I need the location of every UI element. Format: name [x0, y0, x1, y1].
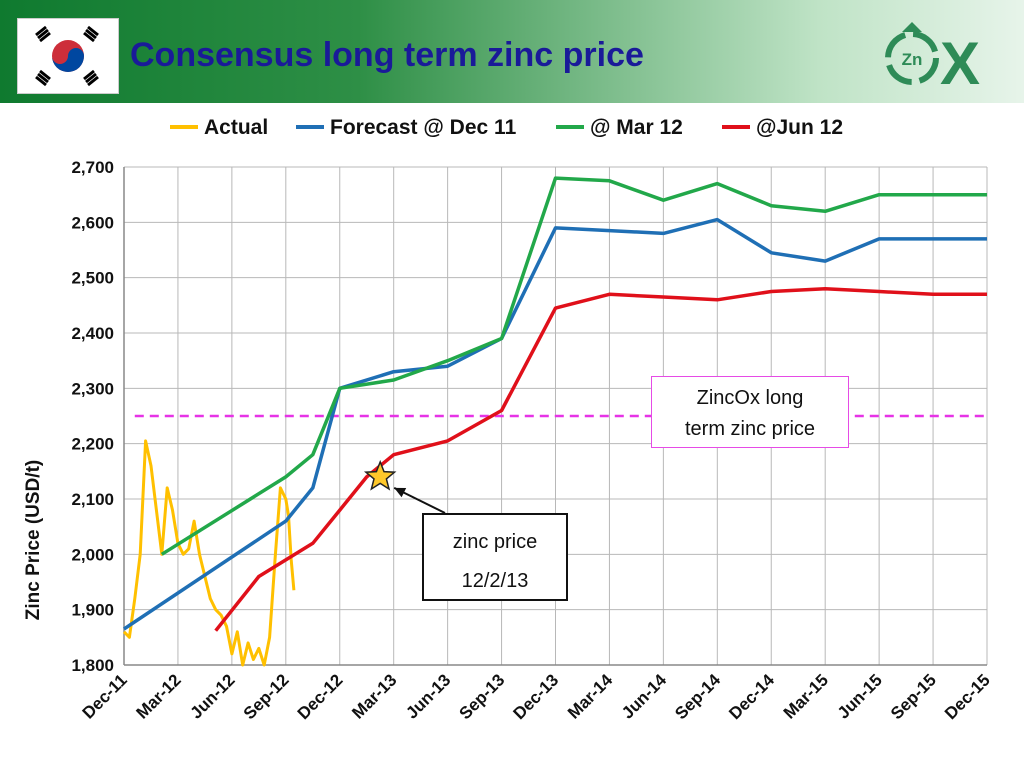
x-tick-label: Sep-13	[456, 670, 509, 723]
y-tick-label: 2,300	[71, 379, 114, 398]
chart-axes	[123, 167, 987, 666]
zincox-note-line-1: ZincOx long	[696, 387, 804, 409]
zinc-price-chart: Actual Forecast @ Dec 11 @ Mar 12 @Jun 12 1…	[23, 116, 994, 723]
chart-markers	[363, 459, 446, 514]
y-tick-label: 2,100	[71, 490, 114, 509]
y-tick-label: 2,200	[71, 435, 114, 454]
x-tick-label: Mar-13	[348, 670, 400, 722]
zincox-note-line-2: term zinc price	[684, 418, 816, 440]
x-tick-label: Dec-13	[509, 670, 562, 723]
page-title: Consensus long term zinc price	[130, 36, 644, 74]
chart-series	[122, 176, 987, 667]
header-background	[0, 0, 1024, 103]
x-tick-label: Jun-13	[402, 670, 454, 722]
x-tick-label: Jun-14	[618, 670, 671, 723]
logo-badge-text: Zn	[902, 50, 923, 69]
y-tick-label: 2,600	[71, 213, 114, 232]
series-line-0	[122, 439, 296, 667]
x-tick-label: Sep-12	[240, 670, 293, 723]
x-tick-label: Jun-15	[834, 670, 886, 722]
y-tick-label: 2,500	[71, 269, 114, 288]
legend: Actual Forecast @ Dec 11 @ Mar 12 @Jun 12	[170, 116, 843, 139]
x-tick-label: Jun-12	[187, 670, 239, 722]
x-tick-label: Sep-14	[671, 670, 724, 723]
legend-label: @Jun 12	[756, 116, 843, 139]
x-tick-label: Dec-11	[79, 670, 131, 722]
y-tick-label: 1,900	[71, 601, 114, 620]
south-korea-flag-icon	[17, 18, 119, 94]
y-tick-label: 1,800	[71, 656, 114, 675]
pointer-arrow-head	[394, 487, 407, 498]
zinc-price-note: zinc price 12/2/13	[422, 513, 568, 601]
zincox-logo-icon: Zn X	[880, 18, 1000, 98]
series-line-2	[160, 176, 987, 556]
x-tick-label: Dec-14	[725, 670, 778, 723]
x-tick-label: Dec-15	[941, 670, 994, 723]
y-tick-label: 2,700	[71, 158, 114, 177]
x-tick-label: Sep-15	[887, 670, 940, 723]
legend-label: Actual	[204, 116, 268, 139]
header-bar: Consensus long term zinc price Zn X	[0, 0, 1024, 103]
logo-text: X	[940, 30, 980, 97]
x-tick-label: Mar-12	[133, 670, 185, 722]
x-tick-label: Mar-14	[564, 670, 617, 723]
legend-label: Forecast @ Dec 11	[330, 116, 517, 139]
series-line-1	[123, 217, 987, 631]
legend-label: @ Mar 12	[590, 116, 683, 139]
x-tick-labels: Dec-11 Mar-12 Jun-12 Sep-12 Dec-12 Mar-13 Jun-…	[79, 670, 994, 723]
x-tick-label: Dec-12	[294, 670, 347, 723]
x-tick-label: Mar-15	[780, 670, 832, 722]
zinc-price-note-line-2: 12/2/13	[461, 570, 529, 592]
y-axis-label: Zinc Price (USD/t)	[23, 460, 44, 620]
series-line-3	[214, 286, 987, 632]
y-tick-label: 2,400	[71, 324, 114, 343]
zincox-long-term-note: ZincOx long term zinc price	[651, 376, 849, 448]
y-tick-labels: 1,800 1,900 2,000 2,100 2,200 2,300 2,400 2,500…	[71, 158, 114, 675]
zinc-price-note-line-1: zinc price	[452, 531, 538, 553]
y-tick-label: 2,000	[71, 545, 114, 564]
star-icon	[363, 459, 397, 491]
